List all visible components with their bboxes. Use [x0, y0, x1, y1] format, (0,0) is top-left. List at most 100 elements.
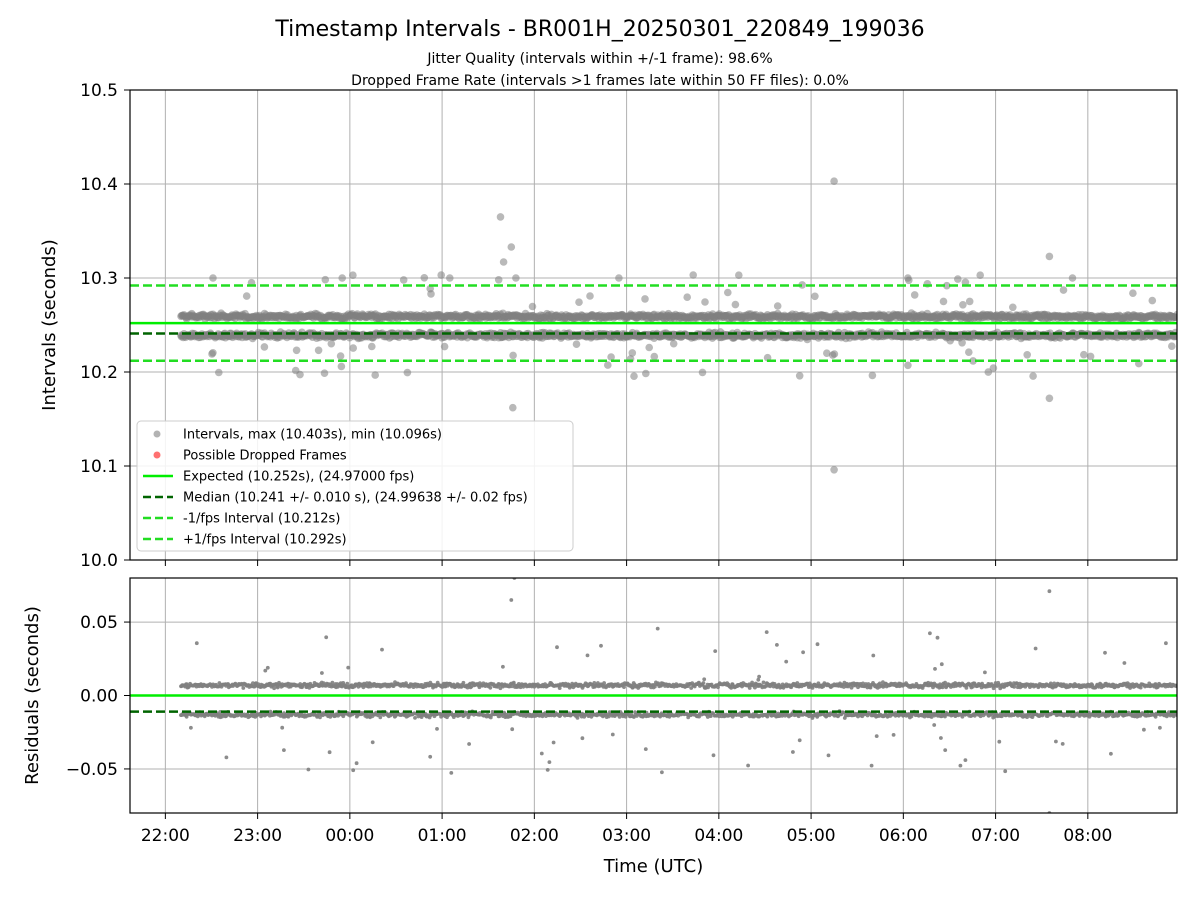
data-point	[260, 343, 269, 351]
data-point	[324, 635, 329, 640]
outlier-point	[1045, 394, 1054, 403]
data-point	[1054, 739, 1058, 744]
data-point	[655, 626, 660, 631]
data-point	[630, 372, 638, 381]
y-tick-label: 10.4	[80, 175, 118, 195]
data-point	[775, 643, 779, 647]
data-point	[320, 369, 329, 378]
data-point	[1138, 685, 1143, 690]
data-point	[557, 686, 562, 690]
chart-subtitle-dropped: Dropped Frame Rate (intervals >1 frames …	[351, 73, 849, 89]
data-point	[830, 350, 839, 358]
data-point	[606, 714, 611, 719]
data-point	[403, 368, 412, 377]
data-point	[698, 368, 707, 377]
data-point	[617, 715, 622, 719]
data-point	[1029, 372, 1037, 380]
data-point	[488, 685, 493, 690]
data-point	[724, 288, 732, 297]
data-point	[380, 647, 384, 652]
data-point	[330, 680, 335, 685]
y-tick-label: 10.1	[80, 457, 118, 477]
data-point	[427, 290, 435, 298]
data-point	[545, 768, 550, 772]
x-tick-label: 06:00	[879, 826, 928, 846]
data-point	[933, 667, 937, 671]
outlier-point	[615, 274, 623, 282]
data-point	[555, 645, 559, 650]
data-point	[265, 665, 270, 670]
y-tick-label: 10.2	[80, 363, 118, 383]
data-point	[959, 301, 967, 309]
data-point	[997, 739, 1002, 744]
data-point	[437, 271, 446, 279]
data-point	[494, 276, 503, 284]
data-point	[932, 723, 937, 727]
data-point	[791, 750, 795, 754]
outlier-point	[1068, 274, 1077, 282]
data-point	[215, 368, 223, 377]
data-point	[643, 747, 648, 751]
data-point	[811, 292, 819, 301]
data-point	[586, 292, 594, 300]
data-point	[346, 665, 351, 670]
data-point	[575, 716, 580, 720]
outlier-point	[507, 243, 516, 251]
data-point	[989, 364, 998, 372]
data-point	[731, 300, 740, 309]
data-point	[935, 635, 940, 640]
data-point	[965, 297, 974, 306]
data-point	[765, 714, 770, 719]
data-point	[351, 768, 356, 773]
data-point	[645, 343, 653, 352]
data-point	[708, 714, 713, 718]
data-point	[467, 742, 471, 746]
data-point	[420, 274, 429, 282]
x-tick-label: 23:00	[233, 826, 282, 846]
data-point	[650, 352, 659, 361]
data-point	[368, 342, 376, 351]
data-point	[327, 750, 332, 755]
data-point	[1122, 661, 1127, 665]
data-point	[798, 281, 806, 289]
data-point	[1142, 727, 1146, 732]
data-point	[871, 653, 876, 658]
data-point	[263, 668, 268, 673]
data-point	[747, 686, 752, 690]
x-tick-label: 04:00	[694, 826, 743, 846]
data-point	[327, 339, 336, 348]
data-point	[371, 371, 380, 379]
data-point	[435, 727, 439, 731]
data-point	[336, 352, 345, 360]
data-point	[337, 362, 346, 371]
data-point	[1060, 742, 1065, 746]
data-point	[943, 680, 947, 685]
data-point	[823, 349, 831, 358]
data-point	[939, 297, 948, 306]
data-point	[963, 758, 968, 762]
data-point	[964, 686, 969, 690]
data-point	[861, 681, 865, 686]
data-point	[511, 680, 516, 685]
outlier-point	[830, 177, 838, 185]
outlier-point	[209, 274, 217, 282]
data-point	[815, 642, 820, 647]
data-point	[585, 653, 590, 658]
data-point	[306, 767, 311, 772]
data-point	[242, 292, 251, 300]
data-point	[795, 372, 804, 380]
data-point	[599, 643, 603, 648]
data-point	[669, 339, 678, 348]
data-point	[750, 680, 754, 685]
data-point	[943, 748, 948, 752]
y-tick-label: 10.5	[80, 81, 118, 101]
x-tick-label: 03:00	[602, 826, 651, 846]
data-point	[551, 740, 556, 745]
data-point	[501, 664, 505, 669]
data-point	[891, 733, 896, 737]
data-point	[282, 748, 286, 752]
data-point	[509, 351, 517, 360]
data-point	[689, 686, 694, 690]
data-point	[345, 681, 350, 686]
data-point	[958, 763, 963, 768]
